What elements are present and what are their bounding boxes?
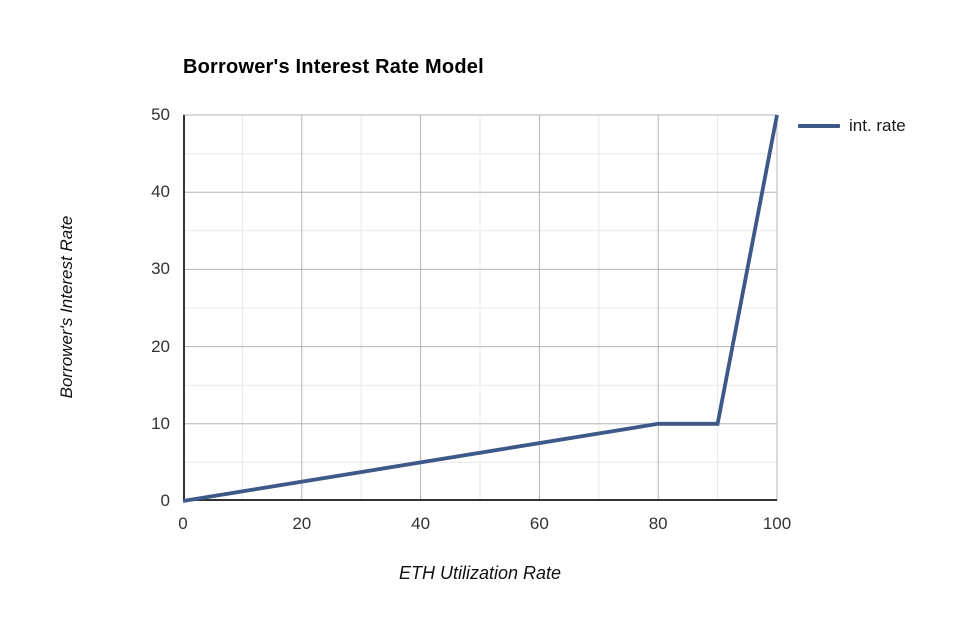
- y-axis-title: Borrower's Interest Rate: [57, 215, 76, 399]
- legend-line-swatch: [798, 124, 840, 128]
- y-tick-label: 30: [151, 259, 170, 279]
- plot-area: [182, 114, 779, 503]
- x-tick-label: 100: [762, 514, 792, 533]
- legend-label: int. rate: [849, 116, 906, 135]
- x-axis-title: ETH Utilization Rate: [398, 563, 562, 583]
- x-tick-label: 20: [292, 514, 312, 533]
- y-tick-label: 0: [160, 491, 170, 510]
- x-tick-label: 0: [178, 514, 188, 533]
- series-line: [182, 114, 779, 503]
- y-tick-label: 20: [151, 336, 170, 356]
- x-tick-label: 60: [529, 514, 549, 533]
- x-tick-label: 40: [411, 514, 431, 533]
- chart-title: Borrower's Interest Rate Model: [183, 56, 484, 78]
- legend: int. rate: [798, 115, 906, 137]
- y-tick-label: 50: [151, 105, 170, 124]
- y-tick-label: 10: [151, 413, 170, 433]
- y-tick-label: 40: [151, 182, 170, 202]
- x-tick-label: 80: [648, 514, 668, 533]
